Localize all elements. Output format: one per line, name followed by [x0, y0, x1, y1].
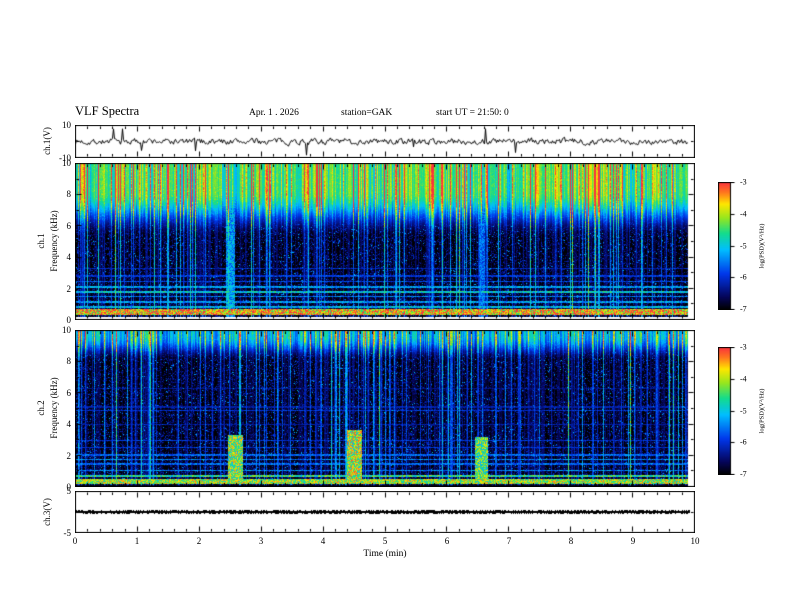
ch1-spec-ytick-label: 6: [66, 220, 72, 231]
x-tick-label: 9: [630, 536, 636, 546]
ch2-spec-ytick-label: 0: [66, 482, 72, 492]
ch1-channel-label: ch.1: [36, 233, 46, 249]
ch1-spec-ytick-label: 4: [66, 252, 72, 263]
ch3-waveform-canvas: [75, 491, 695, 533]
ch1-spectrogram-canvas: [75, 163, 695, 320]
date-annotation: Apr. 1 . 2026: [249, 108, 299, 118]
ch1-spec-ytick-label: 2: [66, 283, 72, 294]
colorbar-2-tick-label: -6: [740, 437, 747, 447]
ch2-spec-ytick-label: 8: [66, 356, 72, 367]
start-ut-annotation: start UT = 21:50: 0: [436, 108, 509, 118]
ch2-spec-ytick-label: 6: [66, 387, 72, 398]
ch3-ytick-label: -5: [63, 528, 72, 538]
colorbar-1-tick-label: -4: [740, 209, 747, 219]
station-annotation: station=GAK: [341, 108, 393, 118]
ch1-waveform-canvas: [75, 125, 695, 158]
ch2-channel-label: ch.2: [36, 400, 46, 416]
figure-title: VLF Spectra: [75, 104, 140, 118]
ch1-spec-ytick-label: 0: [66, 315, 72, 325]
colorbar-1-tick-label: -3: [740, 177, 747, 187]
ch1-spec-ytick-label: 10: [62, 158, 71, 168]
colorbar-2-canvas: [718, 347, 736, 475]
x-tick-label: 1: [134, 536, 140, 546]
time-axis-title: Time (min): [363, 549, 407, 559]
x-tick-label: 3: [258, 536, 264, 546]
colorbar-1-canvas: [718, 182, 736, 310]
colorbar-1-tick-label: -5: [740, 241, 747, 250]
ch1-voltage-axis-label: ch.1(V): [42, 127, 52, 155]
ch2-spectrogram-canvas: [75, 330, 695, 487]
colorbar-2-tick-label: -5: [740, 406, 747, 415]
x-tick-label: 6: [444, 536, 450, 546]
ch2-spec-ytick-label: 2: [66, 450, 72, 461]
colorbar-2-label: log(PSD)(V²/Hz): [758, 388, 766, 434]
x-tick-label: 8: [568, 536, 574, 546]
ch2-frequency-axis-label: Frequency (kHz): [49, 377, 59, 439]
ch2-spec-ytick-label: 10: [62, 325, 71, 335]
colorbar-1-label: log(PSD)(V²/Hz): [758, 223, 766, 269]
ch3-ytick-label: 5: [66, 486, 72, 496]
colorbar-2-tick-label: -3: [740, 342, 747, 352]
ch1-frequency-axis-label: Frequency (kHz): [49, 210, 59, 272]
x-tick-label: 4: [320, 536, 326, 546]
ch1-wave-ytick-label: 10: [62, 120, 71, 130]
x-tick-label: 10: [690, 536, 700, 546]
x-tick-label: 0: [72, 536, 78, 546]
ch3-voltage-axis-label: ch.3(V): [42, 498, 52, 526]
colorbar-2-tick-label: -4: [740, 374, 747, 384]
x-tick-label: 2: [196, 536, 202, 546]
x-tick-label: 7: [506, 536, 512, 546]
ch1-spec-ytick-label: 8: [66, 189, 72, 200]
ch1-wave-ytick-label: -10: [59, 153, 71, 163]
colorbar-1-tick-label: -7: [740, 304, 747, 314]
colorbar-1-tick-label: -6: [740, 272, 747, 282]
colorbar-2-tick-label: -7: [740, 469, 747, 479]
x-tick-label: 5: [382, 536, 388, 546]
ch2-spec-ytick-label: 4: [66, 419, 72, 430]
